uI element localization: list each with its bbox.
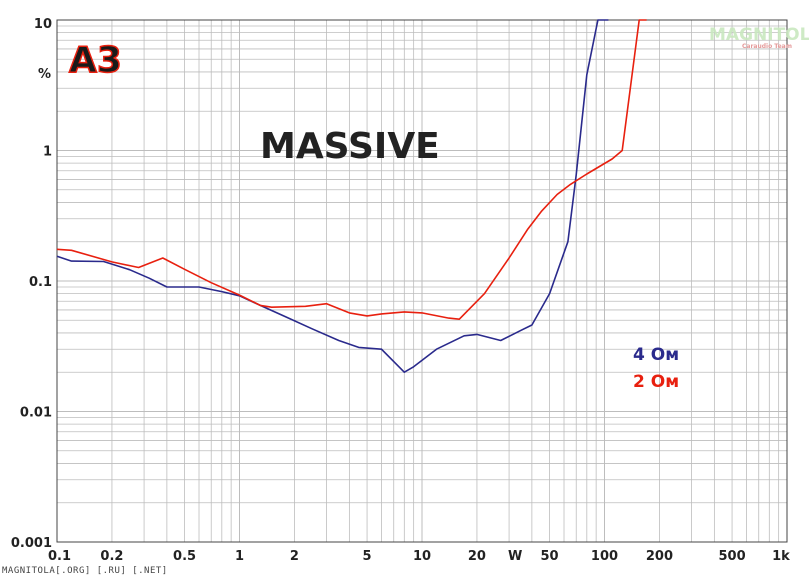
series-layer — [56, 19, 647, 374]
series-line-4ohm — [56, 19, 609, 374]
chart-grid — [56, 20, 787, 543]
x-tick-labels: 0.1 0.2 0.5 1 2 5 10 20 50 100 200 500 1k — [48, 549, 790, 564]
x-tick-label: 10 — [413, 549, 431, 564]
x-axis-label: W — [508, 549, 522, 564]
x-tick-label: 1 — [235, 549, 244, 564]
badge-text: A3 — [69, 40, 122, 81]
y-tick-label: 1 — [43, 145, 52, 160]
x-tick-label: 5 — [363, 549, 372, 564]
watermark-logo: MAGNITOLA Caraudio Team — [709, 25, 809, 50]
legend-2ohm: 2 Ом — [633, 372, 679, 392]
x-tick-label: 1k — [772, 549, 790, 564]
x-tick-label: 20 — [468, 549, 486, 564]
footer-text: MAGNITOLA[.ORG] [.RU] [.NET] — [2, 566, 168, 576]
y-axis-label: % — [38, 67, 51, 82]
plot-frame — [56, 19, 788, 543]
watermark-text: MAGNITOLA — [709, 25, 809, 45]
y-tick-label: 0.01 — [20, 406, 52, 421]
x-tick-label: 50 — [541, 549, 559, 564]
x-tick-label: 500 — [718, 549, 745, 564]
y-tick-label: 0.001 — [11, 536, 52, 551]
x-tick-label: 0.2 — [100, 549, 123, 564]
x-tick-label: 0.5 — [173, 549, 196, 564]
watermark-subtext: Caraudio Team — [742, 43, 792, 50]
x-tick-label: 0.1 — [48, 549, 71, 564]
x-tick-label: 2 — [290, 549, 299, 564]
legend-4ohm: 4 Ом — [633, 345, 679, 365]
chart-title: MASSIVE — [260, 126, 440, 167]
legend: 4 Ом 2 Ом — [633, 345, 679, 392]
x-tick-label: 200 — [646, 549, 673, 564]
y-tick-label: 10 — [34, 17, 52, 32]
y-tick-labels: 10 1 0.1 0.01 0.001 — [11, 17, 52, 551]
x-tick-label: 100 — [591, 549, 618, 564]
series-line-2ohm — [56, 19, 647, 321]
y-tick-label: 0.1 — [29, 275, 52, 290]
badge: A3 — [68, 39, 122, 82]
